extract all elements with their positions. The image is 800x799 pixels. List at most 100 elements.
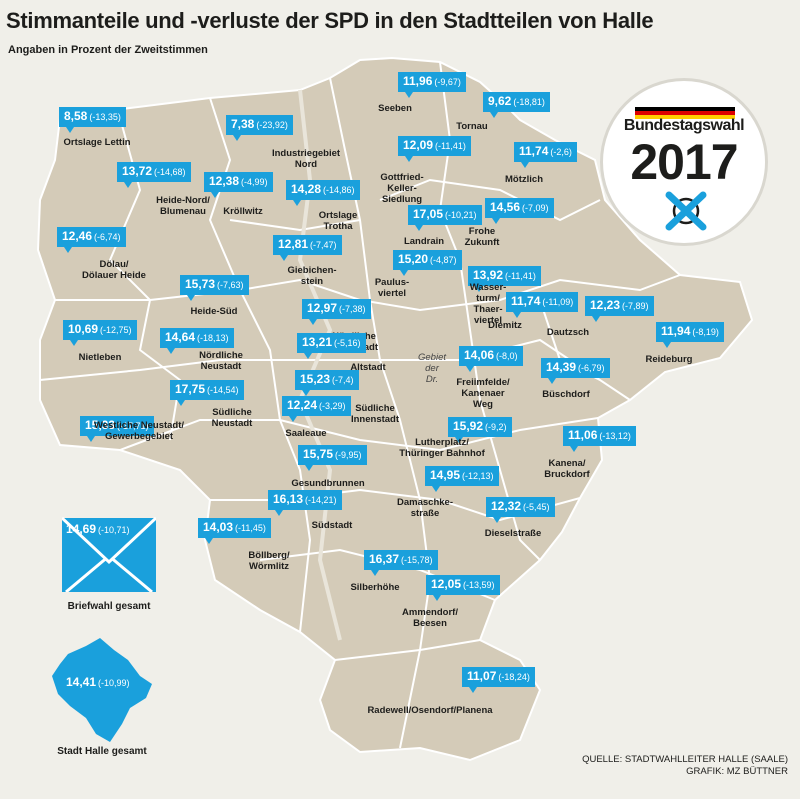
- district-value: 12,46: [62, 229, 93, 243]
- district-value-badge: 15,33 (-17,71): [80, 416, 154, 442]
- district-name: Altstadt: [350, 362, 386, 373]
- district-change: (-7,89): [622, 301, 649, 311]
- district-change: (-14,54): [207, 385, 239, 395]
- district-name: Silberhöhe: [350, 582, 400, 593]
- source-line-1: QUELLE: STADTWAHLLEITER HALLE (SAALE): [582, 754, 788, 765]
- district-value-badge: 8,58 (-13,35): [59, 107, 126, 133]
- district-name: Gesundbrunnen: [291, 478, 365, 489]
- district-name: Heide-Süd: [190, 306, 238, 317]
- district-change: (-6,74): [94, 232, 121, 242]
- district-name: Südliche Innenstadt: [350, 403, 400, 425]
- chart-subtitle: Angaben in Prozent der Zweitstimmen: [8, 44, 208, 56]
- district-value-badge: 12,24 (-3,29): [282, 396, 351, 422]
- district-value: 15,23: [300, 372, 331, 386]
- district-change: (-9,95): [335, 450, 362, 460]
- district-border: [55, 274, 681, 312]
- district-change: (-13,35): [89, 112, 121, 122]
- district-change: (-12,75): [100, 325, 132, 335]
- district-change: (-13,59): [463, 580, 495, 590]
- district-name: Heide-Nord/ Blumenau: [156, 195, 210, 217]
- district-change: (-3,29): [319, 401, 346, 411]
- district-value: 12,23: [590, 298, 621, 312]
- district-change: (-9,67): [434, 77, 461, 87]
- briefwahl-label: Briefwahl gesamt: [67, 601, 151, 612]
- district-name: Dautzsch: [546, 327, 590, 338]
- district-value: 15,73: [185, 277, 216, 291]
- district-change: (-10,21): [445, 210, 477, 220]
- district-change: (-7,4): [332, 375, 354, 385]
- district-value-badge: 15,92 (-9,2): [448, 417, 512, 443]
- district-change: (-6,79): [578, 363, 605, 373]
- source-note: QUELLE: STADTWAHLLEITER HALLE (SAALE) GR…: [582, 754, 788, 778]
- district-change: (-14,21): [305, 495, 337, 505]
- city-outline-icon: [52, 638, 152, 742]
- district-value: 16,37: [369, 552, 400, 566]
- district-name: Saaleaue: [285, 428, 327, 439]
- district-value-badge: 16,13 (-14,21): [268, 490, 342, 516]
- district-name: Ortslage Trotha: [318, 210, 358, 232]
- district-value-badge: 17,75 (-14,54): [170, 380, 244, 406]
- district-value-badge: 15,20 (-4,87): [393, 250, 462, 276]
- district-value: 11,07: [467, 669, 497, 683]
- district-change: (-11,45): [235, 523, 266, 533]
- district-value: 12,32: [491, 499, 522, 513]
- district-value-badge: 17,05 (-10,21): [408, 205, 482, 231]
- district-value: 11,96: [403, 74, 433, 88]
- district-value-badge: 16,37 (-15,78): [364, 550, 438, 576]
- district-change: (-18,13): [197, 333, 229, 343]
- district-border: [119, 417, 599, 452]
- district-value-badge: 12,05 (-13,59): [426, 575, 500, 601]
- district-name: Kanena/ Bruckdorf: [544, 458, 590, 480]
- bundestagswahl-logo: Bundestagswahl 2017: [600, 78, 768, 246]
- district-value-badge: 15,23 (-7,4): [295, 370, 359, 396]
- district-value-badge: 11,06 (-13,12): [563, 426, 636, 452]
- chart-title: Stimmanteile und -verluste der SPD in de…: [6, 8, 654, 33]
- district-name: Westliche Neustadt/ Gewerbegebiet: [93, 420, 185, 442]
- district-change: (-7,63): [217, 280, 244, 290]
- district-change: (-15,78): [401, 555, 433, 565]
- district-change: (-7,09): [522, 203, 549, 213]
- district-value: 15,20: [398, 252, 429, 266]
- district-value: 13,72: [122, 164, 153, 178]
- district-change: (-7,47): [310, 240, 337, 250]
- district-value: 12,81: [278, 237, 309, 251]
- district-value: 7,38: [231, 117, 255, 131]
- district-name: Südliche Neustadt: [211, 407, 253, 429]
- district-name: Gottfried- Keller- Siedlung: [380, 172, 424, 205]
- stadt-value-label: 14,41 (-10,99): [66, 675, 130, 689]
- district-value: 11,06: [568, 428, 598, 442]
- district-value-badge: 11,74 (-11,09): [506, 292, 579, 318]
- district-border: [229, 219, 361, 232]
- district-value-badge: 12,81 (-7,47): [273, 235, 342, 261]
- stadt-change: (-10,99): [98, 678, 130, 688]
- district-value-badge: 9,62 (-18,81): [483, 92, 550, 118]
- district-value: 14,39: [546, 360, 577, 374]
- district-border: [334, 639, 481, 661]
- district-value-badge: 13,92 (-11,41): [468, 266, 541, 292]
- gebiet-label: Gebiet der Dr.: [418, 352, 446, 385]
- district-value: 14,06: [464, 348, 495, 362]
- district-value: 9,62: [488, 94, 512, 108]
- district-name: Damaschke- straße: [397, 497, 453, 519]
- stadt-label: Stadt Halle gesamt: [57, 746, 147, 757]
- district-name: Mötzlich: [505, 174, 543, 185]
- district-name: Landrain: [403, 236, 445, 247]
- stadt-value: 14,41: [66, 675, 97, 689]
- district-change: (-8,19): [692, 327, 719, 337]
- source-line-2: GRAFIK: MZ BÜTTNER: [686, 766, 788, 777]
- district-name: Böllberg/ Wörmlitz: [248, 550, 290, 572]
- district-change: (-11,09): [542, 297, 574, 307]
- district-value-badge: 14,56 (-7,09): [485, 198, 554, 224]
- district-value-badge: 12,32 (-5,45): [486, 497, 555, 523]
- district-value: 12,38: [209, 174, 240, 188]
- district-name: Tornau: [456, 121, 488, 132]
- district-value: 12,05: [431, 577, 462, 591]
- district-border: [39, 338, 631, 401]
- envelope-icon: [62, 516, 156, 592]
- district-value-badge: 13,72 (-14,68): [117, 162, 191, 188]
- district-change: (-5,45): [523, 502, 550, 512]
- district-change: (-11,41): [435, 141, 466, 151]
- district-value: 14,56: [490, 200, 521, 214]
- district-change: (-2,6): [550, 147, 572, 157]
- german-flag-stripes: [635, 107, 735, 119]
